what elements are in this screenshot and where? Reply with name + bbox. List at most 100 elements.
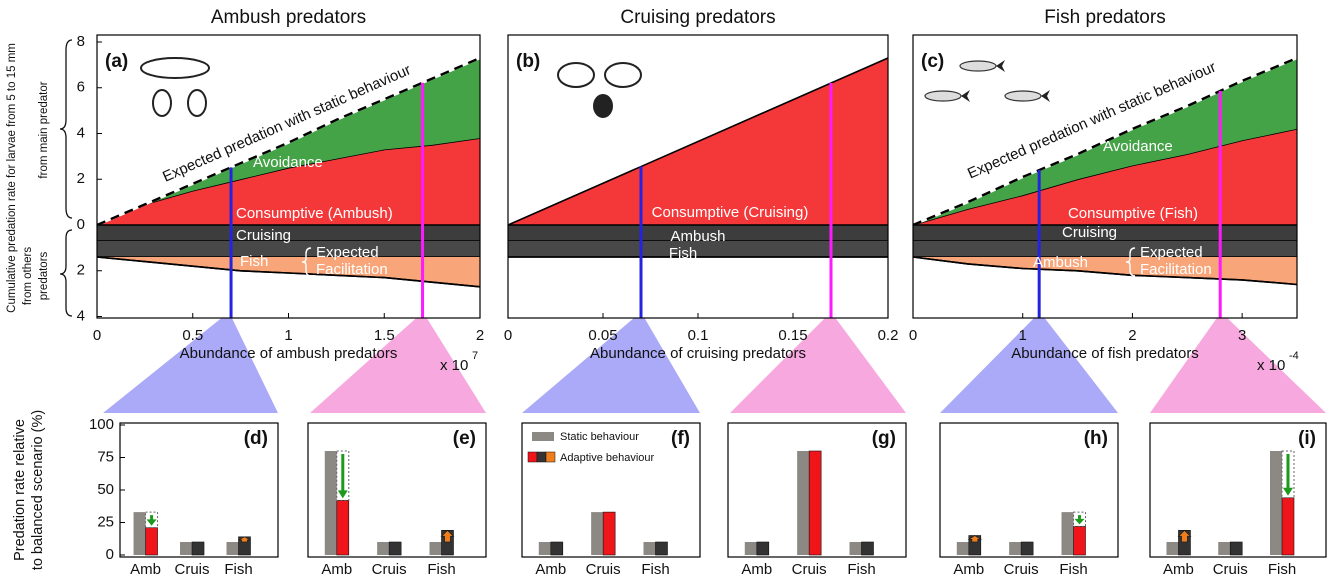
connector-triangle [103, 312, 278, 413]
axis-brace [59, 229, 73, 317]
icon [1004, 90, 1042, 102]
bar [191, 541, 205, 556]
area-edge [507, 57, 889, 226]
panel-label: (e) [453, 428, 476, 449]
bar [1166, 542, 1179, 555]
change-arrow [967, 535, 983, 543]
bar [1073, 526, 1086, 556]
x-tick-label: Amb [321, 561, 352, 578]
bar [655, 541, 668, 556]
bar [808, 450, 822, 556]
connector-triangle [1150, 312, 1326, 413]
bar [861, 541, 874, 556]
bar [1229, 541, 1243, 556]
bar [756, 541, 770, 556]
frame [939, 422, 1119, 558]
change-box [1281, 450, 1295, 499]
expected-line [96, 56, 481, 227]
x-axis-label: Abundance of fish predators [1011, 345, 1199, 362]
area [913, 225, 1297, 241]
x-multiplier: x 10 [1257, 357, 1285, 374]
bar [226, 542, 239, 555]
x-tick-label: Amb [535, 561, 566, 578]
chart-title: Fish predators [1044, 7, 1165, 28]
axis-brace [59, 39, 73, 219]
area-label: Ambush [1033, 254, 1088, 271]
y-tick-label: 4 [77, 124, 85, 141]
panel: Amb Cruis Fish (e) [307, 422, 487, 578]
annotation: Expected [316, 244, 379, 261]
bar [1281, 497, 1295, 556]
change-arrow [440, 529, 455, 543]
area-label: Fish [669, 245, 697, 262]
x-tick-label: 0.05 [588, 327, 617, 344]
panel-label: (c) [921, 51, 944, 72]
bottom-edge [912, 256, 1298, 286]
panel: Amb Cruis Fish (g) [727, 422, 907, 578]
bar [538, 542, 551, 555]
panel-label: (h) [1084, 428, 1108, 449]
change-box [1073, 511, 1086, 527]
frame [912, 34, 1298, 319]
x-tick-label: Amb [953, 561, 984, 578]
x-tick-label: Fish [1268, 561, 1296, 578]
bar [324, 451, 337, 555]
area-label: Fish [240, 253, 268, 270]
panel: Amb Cruis Fish (i) [1149, 422, 1327, 578]
connector-triangle [730, 312, 906, 413]
bar [956, 542, 969, 555]
bottom-edge [96, 256, 481, 288]
change-arrow [337, 454, 348, 499]
legend-swatch [532, 432, 554, 441]
bar [377, 542, 390, 555]
change-box [145, 511, 159, 529]
area-label: Cruising [1062, 224, 1117, 241]
y-tick-label: 2 [77, 170, 85, 187]
icon [557, 62, 595, 88]
area-label: Cruising [236, 227, 291, 244]
panel-label: (d) [244, 428, 268, 449]
y-tick-label: 50 [97, 481, 114, 498]
x-tick-label: Cruis [792, 561, 827, 578]
x-tick-label: Cruis [175, 561, 210, 578]
y-axis-label: predators [38, 251, 50, 300]
bar [849, 542, 862, 555]
icon [187, 89, 207, 117]
area-label: Consumptive (Ambush) [236, 205, 393, 222]
x-tick-label: Fish [224, 561, 252, 578]
x-multiplier-exponent: -4 [1289, 350, 1299, 362]
x-axis-label: Abundance of cruising predators [590, 345, 806, 362]
area-label: Ambush [670, 228, 725, 245]
icon [140, 57, 210, 79]
y-tick-label: 75 [97, 448, 114, 465]
x-tick-label: Fish [427, 561, 455, 578]
change-box [336, 450, 350, 501]
icon [1041, 90, 1050, 102]
x-tick-label: 1 [1019, 327, 1027, 344]
x-tick-label: 1 [284, 327, 292, 344]
icon [996, 60, 1005, 72]
y-axis-label: Cumulative predation rate for larvae fro… [6, 43, 18, 313]
panel-label: (a) [105, 51, 128, 72]
connectors [103, 312, 1326, 413]
panel: (b) Cruising predators 0 0.05 0.1 0.15 0.2 Abun… [504, 7, 899, 362]
y-axis-label: to balanced scenario (%) [30, 410, 46, 570]
x-tick-label: 2 [1128, 327, 1136, 344]
panel: Expected predation with static behaviour… [6, 7, 484, 374]
bracket [1125, 247, 1136, 277]
bar [133, 512, 146, 555]
bar [388, 541, 402, 556]
bar [1009, 542, 1022, 555]
y-tick-label: 100 [89, 416, 114, 433]
legend-swatch [527, 451, 538, 463]
x-tick-label: 0.15 [778, 327, 807, 344]
legend-swatch [536, 451, 547, 463]
x-tick-label: Amb [130, 561, 161, 578]
x-axis-label: Abundance of ambush predators [180, 345, 398, 362]
bar [550, 541, 564, 556]
y-tick-label: 0 [77, 216, 85, 233]
panel-label: (b) [516, 51, 540, 72]
x-tick-label: 0 [504, 327, 512, 344]
